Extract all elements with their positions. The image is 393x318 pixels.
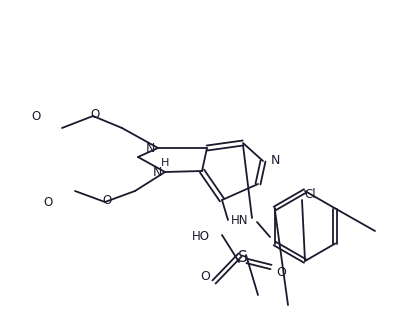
Text: Cl: Cl [304, 189, 316, 202]
Text: O: O [31, 109, 40, 122]
Text: HN: HN [231, 213, 248, 226]
Text: O: O [200, 271, 210, 284]
Text: N: N [145, 142, 155, 156]
Text: HO: HO [192, 231, 210, 244]
Text: O: O [43, 196, 53, 209]
Text: S: S [238, 251, 248, 266]
Text: O: O [102, 193, 112, 206]
Text: N: N [270, 155, 280, 168]
Text: H: H [161, 158, 169, 168]
Text: O: O [90, 107, 99, 121]
Text: N: N [152, 165, 162, 178]
Text: O: O [276, 266, 286, 279]
